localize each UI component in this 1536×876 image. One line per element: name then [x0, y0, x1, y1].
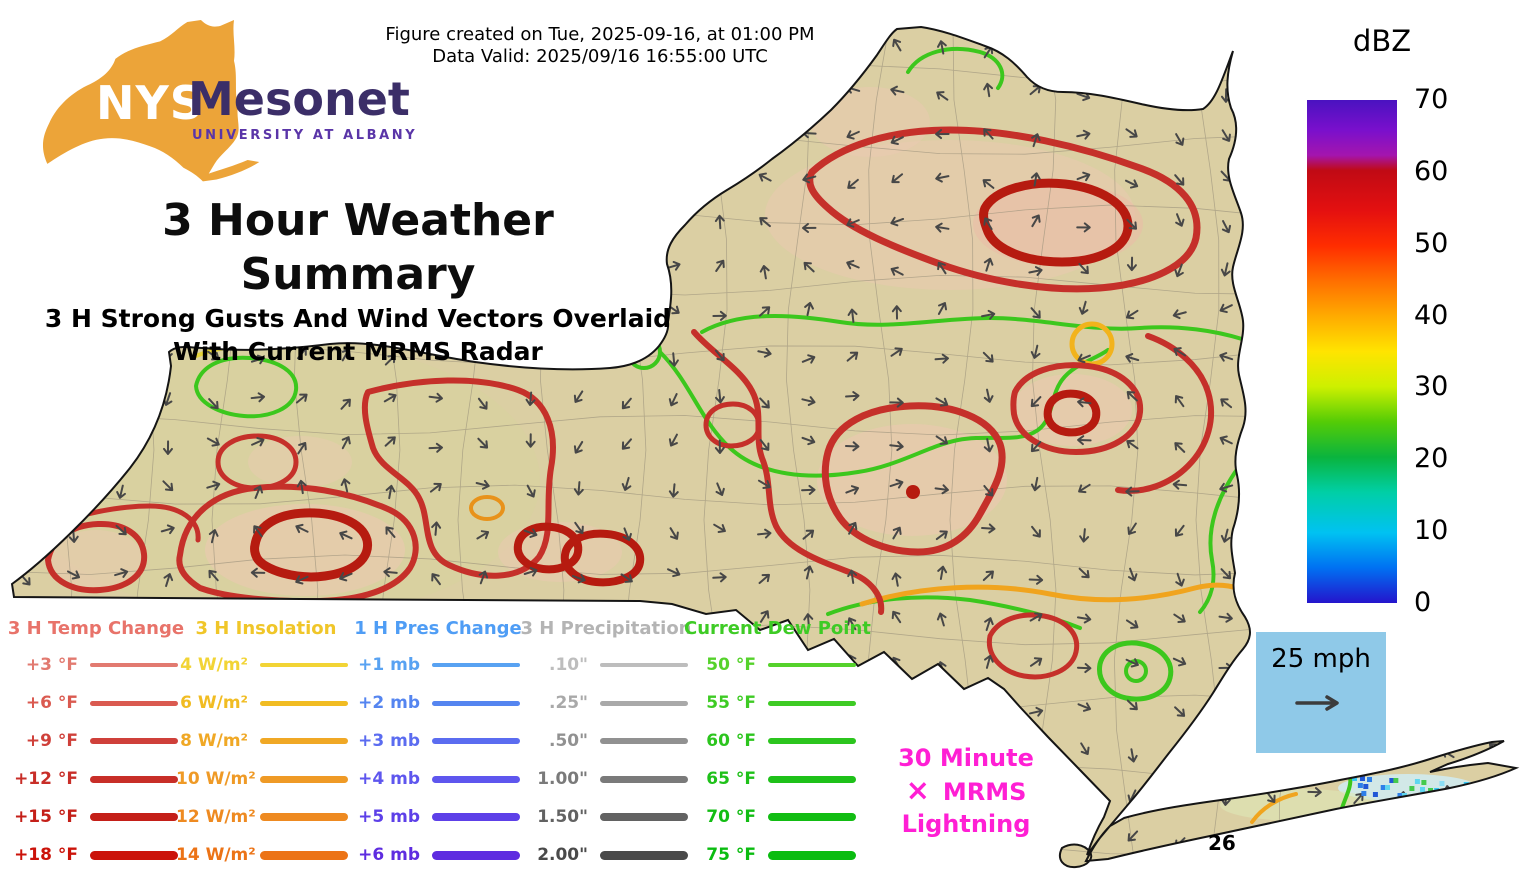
peak-gust-value: 26 — [1208, 831, 1236, 855]
lightning-line2-row: × MRMS — [856, 774, 1076, 808]
colorbar-tick-label: 40 — [1414, 299, 1449, 331]
figure-subtitle-1: 3 H Strong Gusts And Wind Vectors Overla… — [44, 304, 672, 333]
colorbar-title: dBZ — [1352, 24, 1412, 58]
wind-reference-arrow-icon — [1295, 695, 1339, 711]
lightning-legend: 30 Minute × MRMS Lightning — [856, 742, 1076, 840]
data-valid-line: Data Valid: 2025/09/16 16:55:00 UTC — [432, 46, 768, 67]
logo-affiliation: UNIVERSITY AT ALBANY — [192, 128, 418, 143]
logo-state-shape — [42, 20, 260, 182]
title-block: 3 Hour Weather Summary 3 H Strong Gusts … — [38, 194, 678, 368]
temp-change-contours — [12, 43, 1214, 680]
logo-name: Mesonet — [188, 72, 410, 126]
nys-mesonet-logo: NYS Mesonet UNIVERSITY AT ALBANY — [0, 0, 420, 210]
logo-acronym: NYS — [96, 76, 204, 130]
colorbar-tick-label: 70 — [1414, 84, 1449, 115]
lightning-x-marker-icon: × — [905, 773, 930, 807]
wind-reference-label: 25 mph — [1271, 644, 1371, 674]
figure-subtitle-2: With Current MRMS Radar — [173, 337, 543, 366]
colorbar-tick-label: 10 — [1414, 515, 1449, 547]
lightning-line3: Lightning — [901, 810, 1031, 838]
figure-title: 3 Hour Weather Summary — [162, 195, 554, 300]
colorbar-tick-label: 50 — [1414, 227, 1449, 259]
colorbar-tick-label: 60 — [1414, 155, 1449, 187]
colorbar-tick-label: 0 — [1414, 587, 1432, 619]
colorbar-tick-label: 30 — [1414, 371, 1449, 403]
figure-timestamps: Figure created on Tue, 2025-09-16, at 01… — [350, 24, 850, 68]
dbz-colorbar — [1307, 100, 1397, 603]
lightning-line1: 30 Minute — [898, 744, 1034, 772]
colorbar-tick-label: 20 — [1414, 443, 1449, 475]
figure-created-line: Figure created on Tue, 2025-09-16, at 01… — [385, 24, 815, 45]
wind-reference-box: 25 mph — [1256, 632, 1386, 753]
logo-ny-silhouette — [42, 20, 260, 182]
lightning-line2: MRMS — [942, 778, 1027, 806]
